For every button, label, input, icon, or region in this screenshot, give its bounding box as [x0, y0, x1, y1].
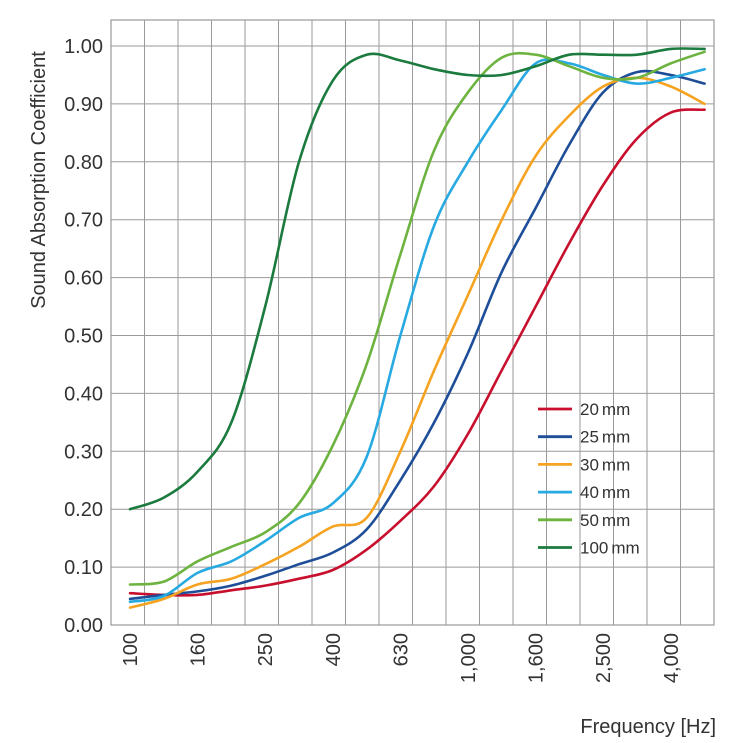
y-tick-label: 0.50	[64, 326, 103, 348]
y-tick-label: 0.30	[64, 441, 103, 463]
y-tick-label: 0.90	[64, 94, 103, 116]
x-axis-title: Frequency [Hz]	[580, 716, 716, 738]
series-line-100mm	[128, 47, 706, 511]
x-tick-label: 630	[390, 633, 412, 666]
series-line-40mm	[128, 58, 706, 604]
x-tick-label: 250	[255, 633, 277, 666]
x-tick-label: 1,000	[458, 633, 480, 683]
y-axis-ticks: 0.00 0.10 0.20 0.30 0.40 0.50 0.60 0.70 0.80 0.90…	[64, 36, 103, 637]
legend-label-20mm: 20 mm	[580, 400, 630, 419]
y-axis-title: Sound Absorption Coefficient	[28, 51, 50, 309]
x-tick-label: 1,600	[526, 633, 548, 683]
x-axis-ticks: 100 160 250 400 630 1,000 1,600 2,500 4,000	[120, 633, 683, 683]
chart-series-lines	[128, 47, 706, 609]
y-tick-label: 0.10	[64, 557, 103, 579]
y-tick-label: 0.00	[64, 615, 103, 637]
chart-grid	[110, 19, 715, 626]
y-tick-label: 1.00	[64, 36, 103, 58]
legend-label-30mm: 30 mm	[580, 455, 630, 474]
x-tick-label: 2,500	[593, 633, 615, 683]
y-tick-label: 0.20	[64, 499, 103, 521]
y-tick-label: 0.60	[64, 268, 103, 290]
legend-label-50mm: 50 mm	[580, 511, 630, 530]
series-line-25mm	[128, 69, 706, 601]
series-line-30mm	[128, 76, 706, 609]
x-tick-label: 4,000	[661, 633, 683, 683]
y-tick-label: 0.80	[64, 152, 103, 174]
legend-label-40mm: 40 mm	[580, 483, 630, 502]
x-tick-label: 400	[323, 633, 345, 666]
series-line-20mm	[128, 108, 706, 597]
y-tick-label: 0.70	[64, 210, 103, 232]
legend-label-100mm: 100 mm	[580, 539, 640, 558]
chart-legend: 20 mm 25 mm 30 mm 40 mm 50 mm 100 mm	[538, 400, 640, 558]
y-tick-label: 0.40	[64, 383, 103, 405]
x-tick-label: 100	[120, 633, 142, 666]
legend-label-25mm: 25 mm	[580, 428, 630, 447]
series-line-50mm	[128, 50, 706, 586]
x-tick-label: 160	[188, 633, 210, 666]
